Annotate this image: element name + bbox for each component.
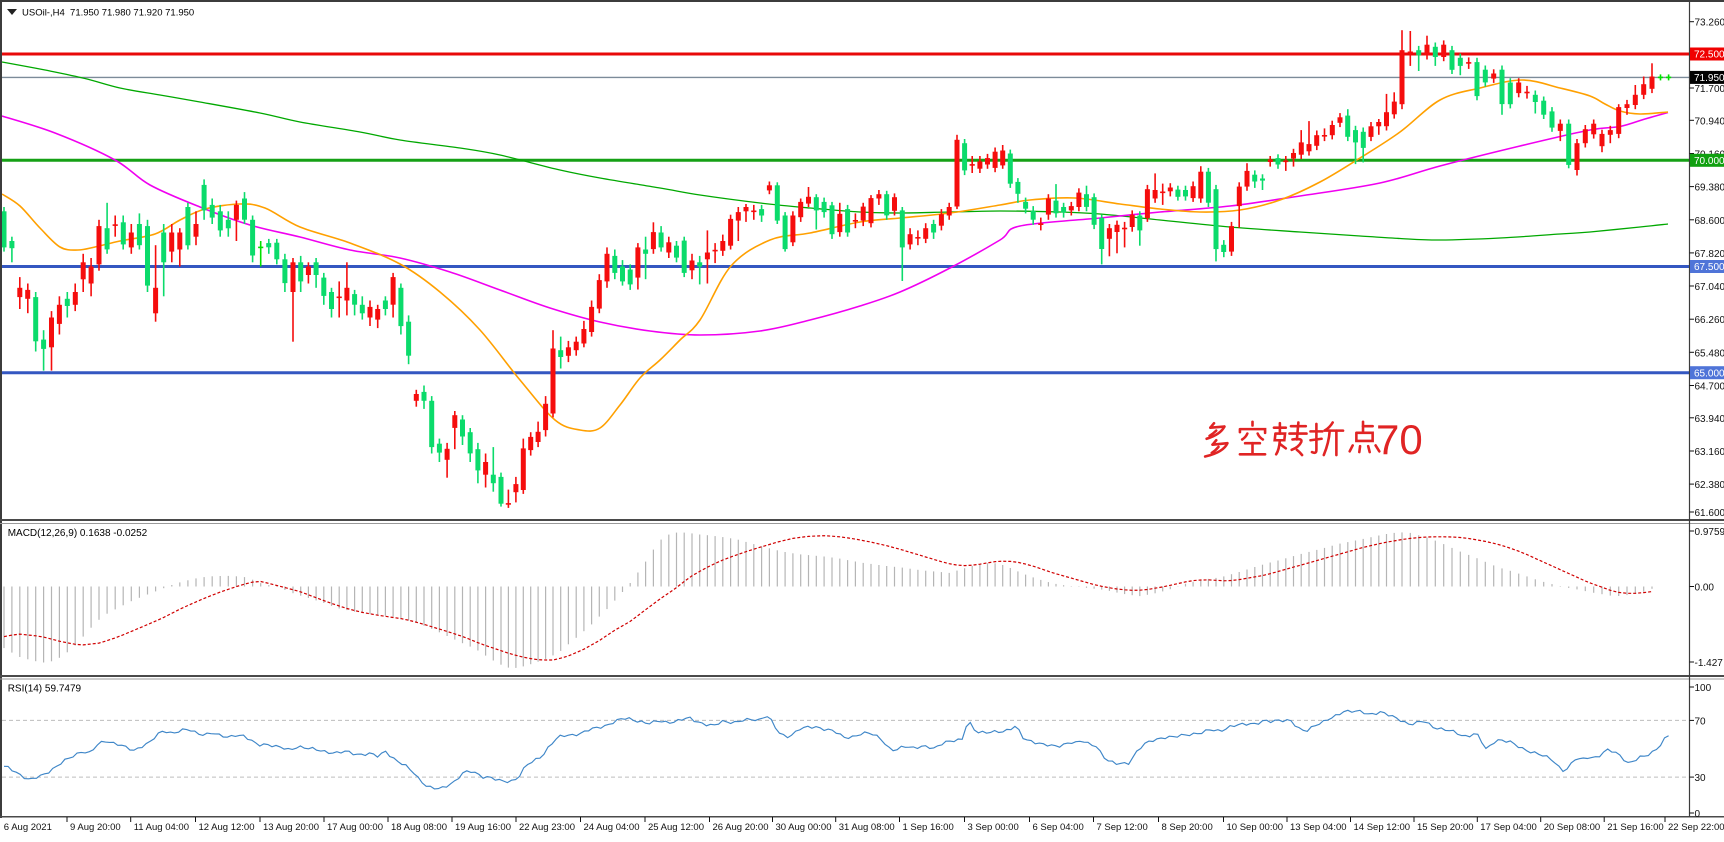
svg-text:70: 70	[1376, 416, 1423, 463]
svg-text:12 Aug 12:00: 12 Aug 12:00	[199, 822, 255, 833]
svg-text:70: 70	[1695, 716, 1707, 727]
svg-text:100: 100	[1695, 683, 1712, 694]
svg-text:3 Sep 00:00: 3 Sep 00:00	[968, 822, 1019, 833]
svg-text:13 Aug 20:00: 13 Aug 20:00	[263, 822, 319, 833]
svg-text:9 Aug 20:00: 9 Aug 20:00	[70, 822, 121, 833]
svg-text:71.700: 71.700	[1695, 84, 1724, 95]
svg-text:71.950: 71.950	[1694, 73, 1724, 84]
svg-text:25 Aug 12:00: 25 Aug 12:00	[648, 822, 704, 833]
svg-text:10 Sep 00:00: 10 Sep 00:00	[1227, 822, 1284, 833]
svg-text:20 Sep 08:00: 20 Sep 08:00	[1544, 822, 1601, 833]
svg-text:73.260: 73.260	[1695, 18, 1724, 29]
svg-text:0.00: 0.00	[1695, 583, 1715, 594]
svg-text:66.260: 66.260	[1695, 315, 1724, 326]
svg-text:6 Sep 04:00: 6 Sep 04:00	[1033, 822, 1084, 833]
svg-text:62.380: 62.380	[1695, 480, 1724, 491]
svg-text:1 Sep 16:00: 1 Sep 16:00	[903, 822, 954, 833]
svg-text:61.600: 61.600	[1695, 508, 1724, 519]
svg-text:65.480: 65.480	[1695, 348, 1724, 359]
svg-text:MACD(12,26,9) 0.1638 -0.0252: MACD(12,26,9) 0.1638 -0.0252	[8, 528, 148, 539]
svg-text:-1.427: -1.427	[1695, 658, 1724, 669]
svg-text:6 Aug 2021: 6 Aug 2021	[4, 822, 52, 833]
svg-text:67.040: 67.040	[1695, 282, 1724, 293]
svg-text:RSI(14) 59.7479: RSI(14) 59.7479	[8, 684, 82, 695]
svg-text:70.940: 70.940	[1695, 116, 1724, 127]
svg-text:17 Sep 04:00: 17 Sep 04:00	[1480, 822, 1537, 833]
svg-text:8 Sep 20:00: 8 Sep 20:00	[1162, 822, 1213, 833]
svg-text:70.000: 70.000	[1694, 156, 1724, 167]
svg-text:21 Sep 16:00: 21 Sep 16:00	[1607, 822, 1664, 833]
svg-text:18 Aug 08:00: 18 Aug 08:00	[391, 822, 447, 833]
svg-text:68.600: 68.600	[1695, 216, 1724, 227]
svg-text:63.940: 63.940	[1695, 414, 1724, 425]
svg-text:17 Aug 00:00: 17 Aug 00:00	[327, 822, 383, 833]
svg-text:14 Sep 12:00: 14 Sep 12:00	[1354, 822, 1411, 833]
svg-text:72.500: 72.500	[1694, 50, 1724, 61]
svg-text:0.9759: 0.9759	[1695, 527, 1724, 538]
svg-text:11 Aug 04:00: 11 Aug 04:00	[134, 822, 189, 833]
svg-text:22 Aug 23:00: 22 Aug 23:00	[519, 822, 575, 833]
svg-text:67.820: 67.820	[1695, 249, 1724, 260]
svg-text:13 Sep 04:00: 13 Sep 04:00	[1290, 822, 1347, 833]
svg-text:30: 30	[1695, 773, 1707, 784]
svg-text:30 Aug 00:00: 30 Aug 00:00	[776, 822, 832, 833]
svg-text:69.380: 69.380	[1695, 183, 1724, 194]
svg-text:19 Aug 16:00: 19 Aug 16:00	[455, 822, 511, 833]
svg-text:64.700: 64.700	[1695, 382, 1724, 393]
svg-text:26 Aug 20:00: 26 Aug 20:00	[713, 822, 769, 833]
svg-text:67.500: 67.500	[1694, 262, 1724, 273]
svg-text:7 Sep 12:00: 7 Sep 12:00	[1097, 822, 1148, 833]
svg-text:24 Aug 04:00: 24 Aug 04:00	[584, 822, 640, 833]
svg-text:31 Aug 08:00: 31 Aug 08:00	[839, 822, 895, 833]
svg-text:15 Sep 20:00: 15 Sep 20:00	[1417, 822, 1474, 833]
svg-text:USOil-,H4 71.950 71.980 71.92: USOil-,H4 71.950 71.980 71.920 71.950	[22, 8, 194, 19]
svg-text:0: 0	[1695, 809, 1701, 820]
svg-text:65.000: 65.000	[1694, 368, 1724, 379]
svg-text:22 Sep 22:00: 22 Sep 22:00	[1668, 822, 1724, 833]
svg-text:63.160: 63.160	[1695, 447, 1724, 458]
